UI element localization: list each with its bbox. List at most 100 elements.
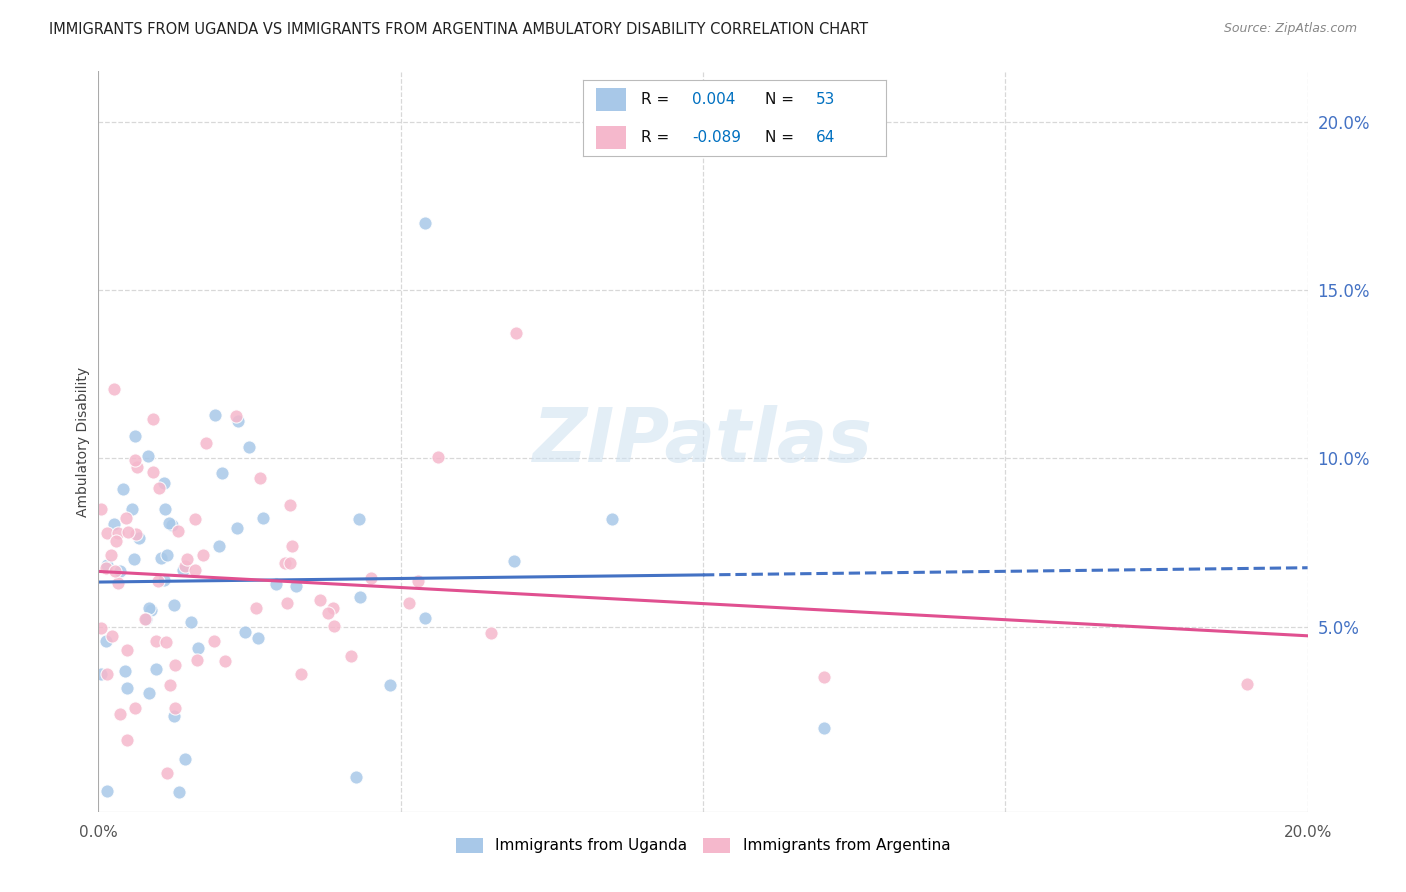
Point	[204, 634, 226, 648]
Point	[121, 501, 143, 516]
Point	[280, 499, 302, 513]
Point	[245, 600, 267, 615]
Point	[426, 450, 449, 464]
Point	[96, 667, 118, 681]
Point	[90, 666, 112, 681]
Point	[101, 629, 124, 643]
Point	[104, 533, 127, 548]
Point	[100, 548, 122, 562]
Point	[160, 518, 183, 533]
Point	[184, 563, 207, 577]
Point	[176, 551, 198, 566]
Point	[339, 649, 361, 664]
Point	[145, 662, 167, 676]
Point	[813, 670, 835, 684]
Point	[135, 612, 157, 626]
Point	[322, 601, 344, 615]
Point	[481, 626, 503, 640]
Point	[264, 577, 287, 591]
Point	[145, 633, 167, 648]
Point	[211, 466, 233, 480]
Point	[505, 326, 527, 340]
Point	[180, 615, 202, 630]
Point	[274, 556, 297, 570]
Point	[249, 470, 271, 484]
Point	[114, 511, 136, 525]
Point	[174, 752, 197, 766]
Point	[360, 571, 382, 585]
Point	[96, 526, 118, 541]
Point	[157, 516, 180, 531]
Point	[117, 524, 139, 539]
Point	[290, 667, 312, 681]
Text: R =: R =	[641, 92, 669, 107]
Point	[235, 625, 257, 640]
Point	[156, 548, 179, 562]
Text: 0.004: 0.004	[692, 92, 735, 107]
Point	[103, 516, 125, 531]
Point	[153, 475, 176, 490]
Point	[153, 573, 176, 587]
Point	[406, 574, 429, 589]
Point	[104, 564, 127, 578]
Point	[122, 552, 145, 566]
Point	[238, 440, 260, 454]
Point	[186, 653, 208, 667]
Point	[225, 521, 247, 535]
Point	[155, 502, 177, 516]
Point	[316, 607, 339, 621]
Point	[155, 634, 177, 648]
Point	[166, 524, 188, 538]
Point	[90, 621, 112, 635]
Point	[167, 784, 190, 798]
Point	[107, 525, 129, 540]
Text: R =: R =	[641, 129, 669, 145]
Point	[502, 554, 524, 568]
Point	[139, 602, 162, 616]
Point	[1236, 677, 1258, 691]
Point	[159, 678, 181, 692]
Point	[124, 429, 146, 443]
Point	[112, 482, 135, 496]
Point	[138, 600, 160, 615]
Bar	[596, 88, 626, 111]
Point	[108, 564, 131, 578]
Point	[285, 579, 308, 593]
Point	[94, 560, 117, 574]
Point	[225, 409, 247, 424]
Point	[172, 563, 194, 577]
Point	[124, 700, 146, 714]
Text: ZIPatlas: ZIPatlas	[533, 405, 873, 478]
Point	[142, 412, 165, 426]
Point	[309, 592, 332, 607]
Point	[413, 216, 436, 230]
Point	[194, 435, 217, 450]
Point	[344, 770, 367, 784]
Point	[125, 527, 148, 541]
Point	[146, 574, 169, 588]
Point	[226, 414, 249, 428]
Point	[134, 612, 156, 626]
Point	[96, 783, 118, 797]
Point	[150, 551, 173, 566]
Point	[94, 633, 117, 648]
Point	[108, 706, 131, 721]
Point	[124, 452, 146, 467]
Point	[204, 408, 226, 422]
Point	[163, 599, 186, 613]
Text: N =: N =	[765, 129, 794, 145]
Bar	[596, 126, 626, 149]
Point	[184, 511, 207, 525]
Point	[96, 558, 118, 572]
Point	[191, 548, 214, 562]
Point	[128, 531, 150, 545]
Point	[378, 677, 401, 691]
Y-axis label: Ambulatory Disability: Ambulatory Disability	[76, 367, 90, 516]
Text: -0.089: -0.089	[692, 129, 741, 145]
Point	[187, 641, 209, 656]
Point	[142, 465, 165, 479]
Point	[278, 556, 301, 570]
Point	[107, 576, 129, 591]
Point	[148, 481, 170, 495]
Point	[138, 686, 160, 700]
